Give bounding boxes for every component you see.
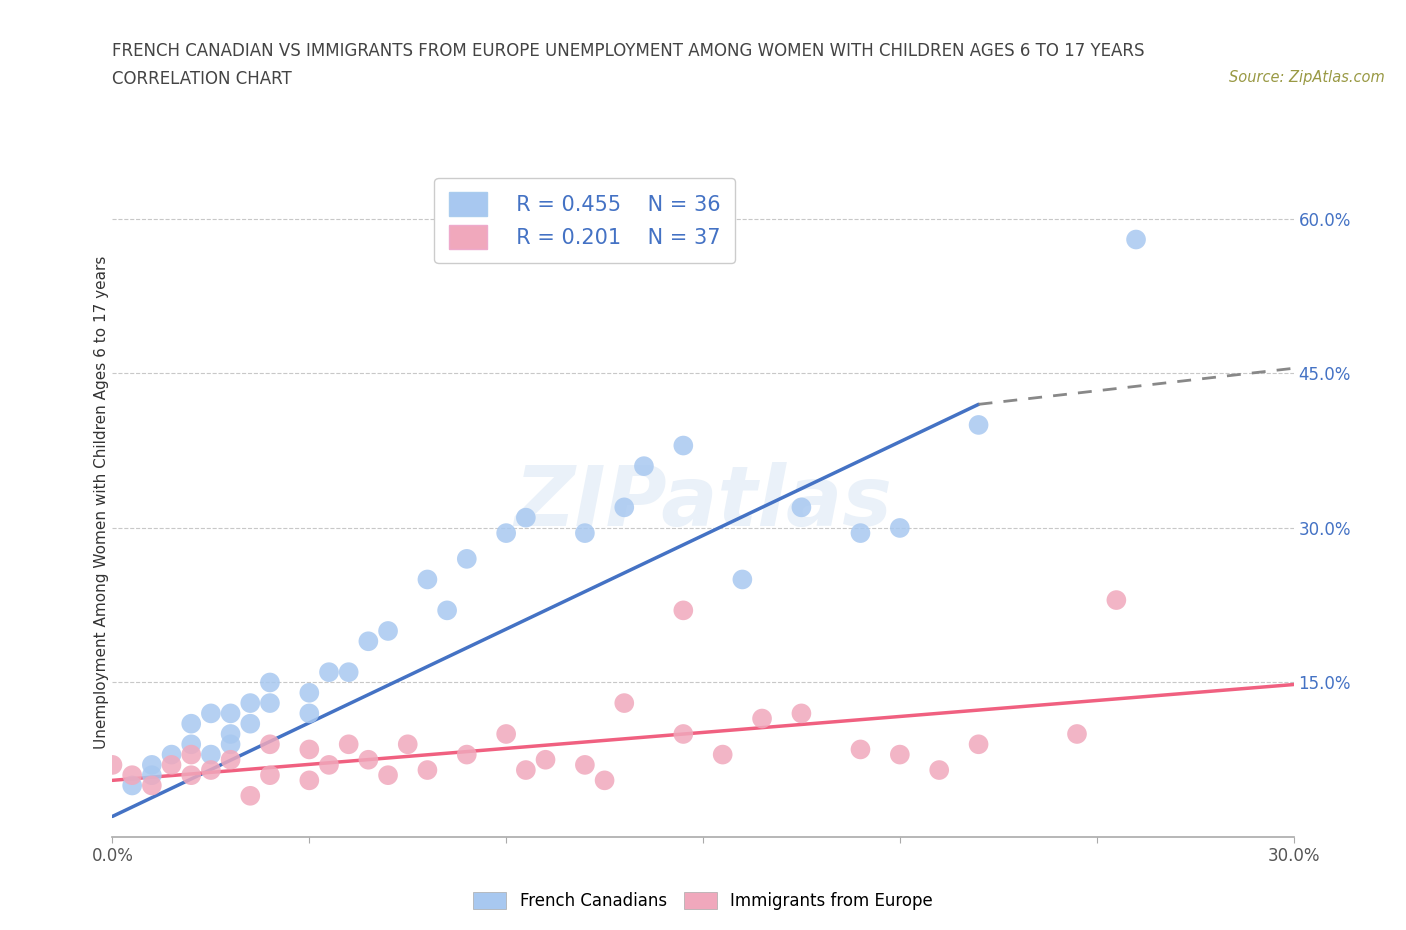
Text: Source: ZipAtlas.com: Source: ZipAtlas.com (1229, 70, 1385, 85)
Point (1125, 232, 1147, 247)
Point (731, 572, 754, 587)
Point (593, 773, 616, 788)
Point (357, 752, 380, 767)
Point (318, 757, 340, 772)
Point (298, 706, 321, 721)
Point (160, 757, 183, 772)
Point (672, 726, 695, 741)
Point (495, 726, 517, 741)
Text: FRENCH CANADIAN VS IMMIGRANTS FROM EUROPE UNEMPLOYMENT AMONG WOMEN WITH CHILDREN: FRENCH CANADIAN VS IMMIGRANTS FROM EUROP… (112, 42, 1144, 60)
Point (357, 634, 380, 649)
Point (495, 525, 517, 540)
Point (416, 763, 439, 777)
Point (1066, 726, 1088, 741)
Point (101, 757, 124, 772)
Text: ZIPatlas: ZIPatlas (515, 461, 891, 543)
Legend: French Canadians, Immigrants from Europe: French Canadians, Immigrants from Europe (467, 885, 939, 917)
Point (515, 763, 537, 777)
Text: CORRELATION CHART: CORRELATION CHART (112, 70, 292, 87)
Point (790, 500, 813, 515)
Point (298, 773, 321, 788)
Point (574, 525, 596, 540)
Point (121, 768, 143, 783)
Point (790, 706, 813, 721)
Point (239, 716, 262, 731)
Point (160, 747, 183, 762)
Point (456, 551, 478, 566)
Point (298, 742, 321, 757)
Point (967, 737, 990, 751)
Point (180, 737, 202, 751)
Point (377, 623, 399, 638)
Point (141, 778, 163, 793)
Point (416, 572, 439, 587)
Point (928, 763, 950, 777)
Point (200, 763, 222, 777)
Point (180, 716, 202, 731)
Point (219, 752, 242, 767)
Point (337, 737, 360, 751)
Point (889, 747, 911, 762)
Point (318, 665, 340, 680)
Point (200, 706, 222, 721)
Point (396, 737, 419, 751)
Point (574, 757, 596, 772)
Point (259, 675, 281, 690)
Point (436, 603, 458, 618)
Point (633, 458, 655, 473)
Point (967, 418, 990, 432)
Point (613, 696, 636, 711)
Point (141, 768, 163, 783)
Point (889, 521, 911, 536)
Point (180, 747, 202, 762)
Legend:   R = 0.455    N = 36,   R = 0.201    N = 37: R = 0.455 N = 36, R = 0.201 N = 37 (434, 178, 735, 263)
Point (298, 685, 321, 700)
Point (534, 752, 557, 767)
Point (849, 525, 872, 540)
Point (239, 696, 262, 711)
Point (219, 706, 242, 721)
Point (121, 778, 143, 793)
Point (377, 768, 399, 783)
Point (219, 737, 242, 751)
Point (337, 665, 360, 680)
Point (613, 500, 636, 515)
Point (515, 511, 537, 525)
Point (180, 768, 202, 783)
Point (751, 711, 773, 726)
Point (259, 737, 281, 751)
Point (219, 726, 242, 741)
Point (141, 757, 163, 772)
Point (259, 768, 281, 783)
Point (259, 696, 281, 711)
Point (711, 747, 734, 762)
Point (672, 603, 695, 618)
Point (1105, 592, 1128, 607)
Point (672, 438, 695, 453)
Point (239, 789, 262, 804)
Point (849, 742, 872, 757)
Y-axis label: Unemployment Among Women with Children Ages 6 to 17 years: Unemployment Among Women with Children A… (94, 256, 108, 749)
Point (456, 747, 478, 762)
Point (200, 747, 222, 762)
